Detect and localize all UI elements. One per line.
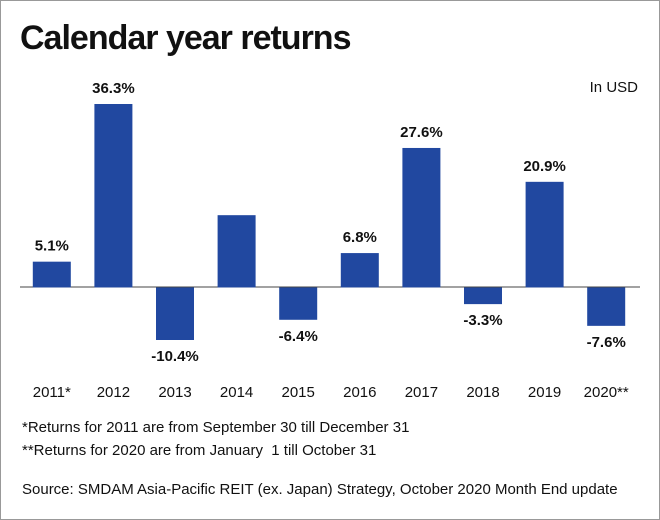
data-label: 36.3% [92,80,135,97]
x-tick-label: 2017 [405,384,438,401]
bar [587,287,626,326]
data-label: -6.4% [279,328,318,345]
data-label: -7.6% [587,334,626,351]
bar [340,253,379,288]
source: Source: SMDAM Asia-Pacific REIT (ex. Jap… [22,481,618,498]
x-tick-label: 2018 [466,384,499,401]
bar [217,215,256,288]
bar [279,287,318,320]
data-label: 6.8% [343,229,377,246]
chart-title: Calendar year returns [20,19,351,57]
data-label: -10.4% [151,348,199,365]
bar [94,104,133,288]
x-tick-label: 2011* [33,384,71,401]
unit-note: In USD [590,79,639,96]
bar [525,181,564,288]
x-tick-label: 2012 [97,384,130,401]
footnote: **Returns for 2020 are from January 1 ti… [22,442,376,459]
data-label: 5.1% [35,238,69,255]
x-tick-label: 2015 [282,384,315,401]
bar [402,147,441,288]
data-label: -3.3% [463,312,502,329]
x-tick-label: 2020** [584,384,629,401]
bar [464,287,502,305]
x-tick-label: 2013 [158,384,191,401]
x-tick-label: 2016 [343,384,376,401]
bar [156,287,194,340]
data-label: 27.6% [400,124,443,141]
x-tick-label: 2014 [220,384,253,401]
footnote: *Returns for 2011 are from September 30 … [22,419,409,436]
x-tick-label: 2019 [528,384,561,401]
bar [32,261,71,288]
data-label: 20.9% [523,158,566,175]
